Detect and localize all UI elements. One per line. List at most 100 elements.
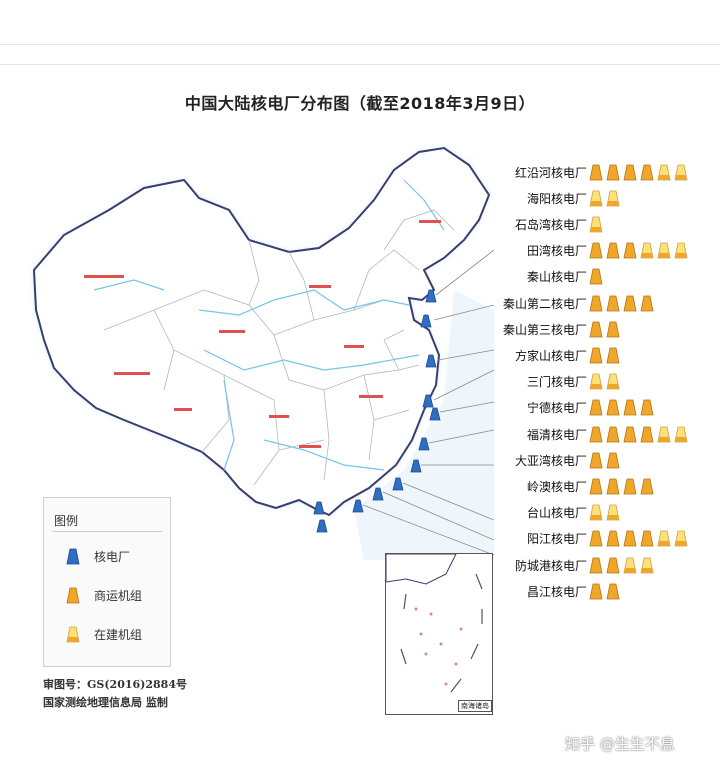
construction-unit-icon — [640, 557, 654, 573]
plant-units — [589, 426, 688, 443]
plant-name: 红沿河核电厂 — [514, 165, 587, 180]
operating-unit-icon — [640, 478, 654, 495]
plant-row: 秦山第二核电厂 — [490, 293, 654, 313]
plant-units — [589, 295, 654, 312]
plant-name: 福清核电厂 — [526, 427, 587, 442]
plant-name: 台山核电厂 — [526, 506, 587, 521]
leader-lines — [362, 249, 494, 556]
nuclear-plant-icon — [66, 548, 80, 565]
construction-unit-icon — [657, 426, 671, 442]
operating-unit-icon — [589, 321, 603, 338]
construction-unit-icon — [657, 242, 671, 259]
construction-unit-icon — [674, 530, 688, 547]
operating-unit-icon — [623, 295, 637, 311]
construction-unit-icon — [589, 373, 603, 390]
operating-unit-icon — [66, 587, 80, 604]
operating-unit-icon — [606, 242, 620, 259]
plant-name: 秦山第二核电厂 — [502, 296, 587, 311]
province-label-marks — [84, 220, 441, 448]
plant-units — [589, 583, 620, 600]
plant-name: 田湾核电厂 — [526, 244, 587, 259]
legend-title: 图例 — [54, 514, 79, 528]
legend-item-nuclear-plant: 核电厂 — [66, 548, 130, 565]
construction-unit-icon — [623, 557, 637, 573]
map-title: 中国大陆核电厂分布图（截至2018年3月9日） — [184, 94, 536, 113]
plant-row: 三门核电厂 — [490, 372, 620, 392]
operating-unit-icon — [606, 347, 620, 364]
plant-name: 防城港核电厂 — [514, 558, 587, 573]
legend-item-operating: 商运机组 — [66, 587, 142, 604]
plant-markers — [313, 289, 441, 533]
operating-unit-icon — [606, 426, 620, 442]
legend-item-construction: 在建机组 — [66, 626, 142, 643]
plant-name: 大亚湾核电厂 — [514, 453, 587, 468]
plant-row: 田湾核电厂 — [490, 241, 688, 261]
plant-name: 海阳核电厂 — [526, 191, 587, 206]
operating-unit-icon — [606, 478, 620, 495]
watermark: 知乎 @生生不息 — [565, 735, 675, 753]
plant-units — [589, 242, 688, 259]
inset-map — [385, 553, 483, 693]
construction-unit-icon — [589, 216, 603, 233]
operating-unit-icon — [640, 399, 654, 416]
legend-label: 在建机组 — [94, 628, 143, 642]
plant-row: 福清核电厂 — [490, 424, 688, 444]
construction-unit-icon — [640, 242, 654, 259]
legend-label: 商运机组 — [94, 589, 143, 603]
legend-box: 图例 核电厂 商运机组 在建机组 — [43, 497, 171, 667]
operating-unit-icon — [589, 452, 603, 469]
operating-unit-icon — [589, 399, 603, 416]
operating-unit-icon — [640, 295, 654, 311]
plant-name: 昌江核电厂 — [526, 584, 587, 599]
operating-unit-icon — [606, 295, 620, 311]
plant-row: 海阳核电厂 — [490, 188, 620, 208]
plant-units — [589, 530, 688, 547]
rivers — [93, 179, 445, 471]
operating-unit-icon — [589, 242, 603, 259]
plant-name: 宁德核电厂 — [526, 401, 587, 416]
plant-units — [589, 216, 603, 233]
plant-units — [589, 478, 654, 495]
operating-unit-icon — [589, 530, 603, 547]
operating-unit-icon — [623, 530, 637, 547]
plant-units — [589, 557, 654, 574]
plant-name: 岭澳核电厂 — [526, 479, 587, 494]
china-map — [32, 146, 494, 560]
plant-name: 阳江核电厂 — [526, 532, 587, 547]
plant-units — [589, 164, 688, 181]
construction-unit-icon — [606, 373, 620, 390]
operating-unit-icon — [606, 399, 620, 416]
operating-unit-icon — [623, 426, 637, 442]
south-china-sea-inset — [385, 553, 493, 715]
construction-unit-icon — [674, 242, 688, 259]
inset-label: 南海诸岛 — [458, 700, 492, 712]
plant-units — [589, 373, 620, 390]
operating-unit-icon — [606, 583, 620, 600]
operating-unit-icon — [606, 164, 620, 180]
operating-unit-icon — [589, 347, 603, 364]
plant-row: 秦山第三核电厂 — [490, 319, 620, 339]
plant-units — [589, 452, 620, 469]
plant-name: 方家山核电厂 — [514, 348, 587, 363]
plant-row: 岭澳核电厂 — [490, 476, 654, 496]
operating-unit-icon — [589, 426, 603, 442]
construction-unit-icon — [606, 190, 620, 207]
top-bar — [0, 0, 720, 45]
sea-area — [354, 290, 494, 560]
plant-name: 秦山核电厂 — [526, 270, 587, 285]
plant-row: 宁德核电厂 — [490, 398, 654, 418]
plant-units — [589, 347, 620, 364]
construction-unit-icon — [674, 426, 688, 442]
operating-unit-icon — [589, 478, 603, 495]
construction-unit-icon — [657, 164, 671, 180]
plant-name: 石岛湾核电厂 — [514, 217, 587, 232]
operating-unit-icon — [640, 426, 654, 442]
map-approval-number: 审图号：GS(2016)2884号 — [43, 678, 187, 691]
operating-unit-icon — [606, 557, 620, 573]
province-borders — [103, 209, 455, 486]
operating-unit-icon — [623, 242, 637, 259]
plant-row: 台山核电厂 — [490, 503, 620, 523]
operating-unit-icon — [589, 557, 603, 573]
plant-units — [589, 504, 620, 521]
plant-units — [589, 190, 620, 207]
